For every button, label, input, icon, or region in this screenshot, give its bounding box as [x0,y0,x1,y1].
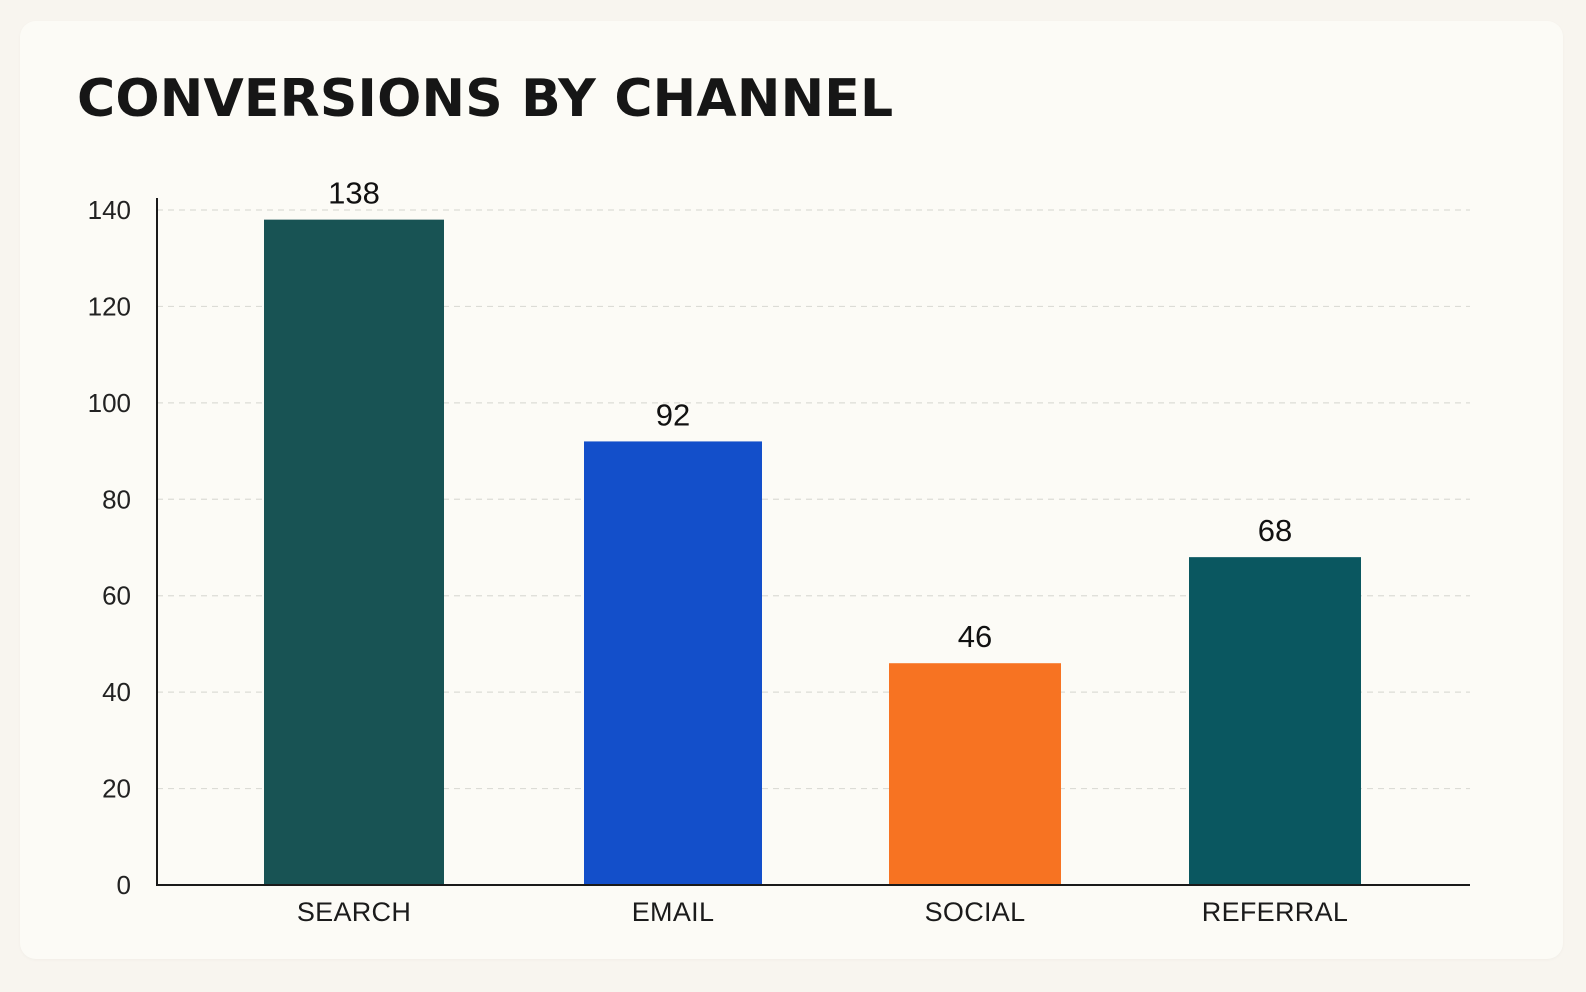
y-tick-label: 40 [102,677,131,707]
y-tick-label: 140 [88,195,131,225]
bar-social [889,663,1061,885]
y-tick-label: 80 [102,484,131,514]
x-tick-label-search: SEARCH [297,897,411,927]
y-tick-label: 120 [88,291,131,321]
chart-title: CONVERSIONS BY CHANNEL [77,69,894,129]
data-label-social: 46 [958,619,992,654]
y-tick-label: 0 [117,870,131,900]
bar-email [584,441,762,885]
bar-search [264,219,444,886]
x-tick-label-social: SOCIAL [925,897,1026,927]
bar-referral [1189,557,1361,885]
data-label-referral: 68 [1258,513,1292,548]
x-axis-ticks: SEARCH EMAIL SOCIAL REFERRAL [297,897,1348,927]
x-tick-label-email: EMAIL [632,897,715,927]
data-labels: 138 92 46 68 [328,176,1292,655]
y-tick-label: 20 [102,774,131,804]
y-tick-label: 60 [102,581,131,611]
bars [264,219,1361,886]
y-axis-ticks: 0 20 40 60 80 100 120 140 [88,195,131,900]
data-label-search: 138 [328,176,380,211]
y-tick-label: 100 [88,388,131,418]
data-label-email: 92 [656,397,690,432]
x-tick-label-referral: REFERRAL [1202,897,1348,927]
